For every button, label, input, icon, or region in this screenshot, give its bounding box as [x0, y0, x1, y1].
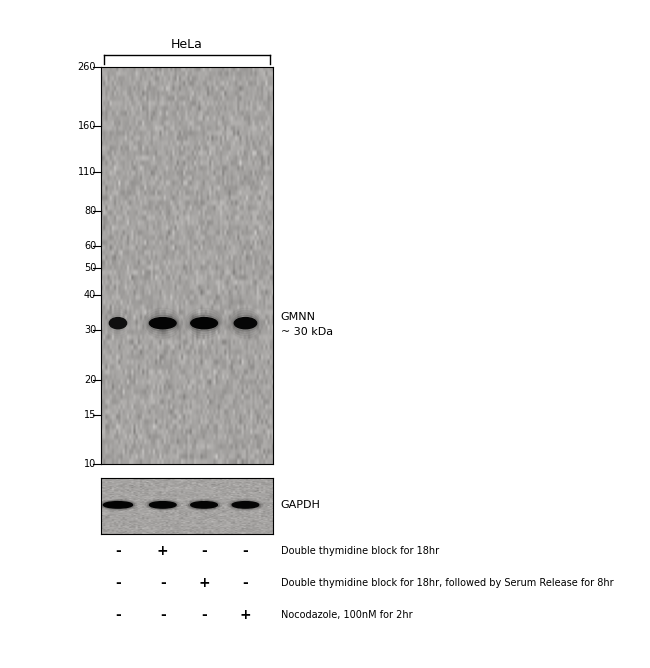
- Text: -: -: [242, 576, 248, 590]
- Ellipse shape: [232, 502, 259, 508]
- Ellipse shape: [99, 500, 137, 510]
- Text: 50: 50: [84, 263, 96, 273]
- Ellipse shape: [101, 500, 135, 509]
- Text: 80: 80: [84, 206, 96, 216]
- Ellipse shape: [150, 317, 176, 329]
- Ellipse shape: [190, 502, 218, 508]
- Ellipse shape: [109, 317, 127, 329]
- Text: -: -: [160, 576, 166, 590]
- Text: Double thymidine block for 18hr, followed by Serum Release for 8hr: Double thymidine block for 18hr, followe…: [281, 578, 614, 588]
- Text: -: -: [115, 544, 121, 558]
- Text: +: +: [157, 544, 168, 558]
- Text: +: +: [240, 609, 252, 622]
- Text: Nocodazole, 100nM for 2hr: Nocodazole, 100nM for 2hr: [281, 611, 413, 620]
- Text: 260: 260: [78, 62, 96, 71]
- Ellipse shape: [227, 500, 263, 510]
- Ellipse shape: [146, 313, 179, 333]
- Text: -: -: [115, 609, 121, 622]
- Text: +: +: [198, 576, 210, 590]
- Text: 60: 60: [84, 240, 96, 250]
- Text: 20: 20: [84, 375, 96, 385]
- Text: GMNN
~ 30 kDa: GMNN ~ 30 kDa: [281, 313, 333, 337]
- Text: GAPDH: GAPDH: [281, 500, 320, 510]
- Ellipse shape: [103, 502, 133, 508]
- Text: 10: 10: [84, 460, 96, 469]
- Text: 40: 40: [84, 290, 96, 300]
- Text: HeLa: HeLa: [171, 39, 203, 51]
- Ellipse shape: [187, 500, 222, 510]
- Ellipse shape: [188, 313, 220, 333]
- Text: 15: 15: [84, 409, 96, 420]
- Ellipse shape: [230, 500, 261, 509]
- Text: -: -: [202, 544, 207, 558]
- Text: -: -: [242, 544, 248, 558]
- Ellipse shape: [145, 500, 181, 510]
- Ellipse shape: [188, 500, 220, 509]
- Ellipse shape: [190, 317, 218, 329]
- Text: 110: 110: [78, 167, 96, 177]
- Text: 30: 30: [84, 325, 96, 335]
- Text: 160: 160: [78, 121, 96, 131]
- Ellipse shape: [148, 315, 177, 331]
- Ellipse shape: [234, 317, 257, 329]
- Ellipse shape: [189, 315, 219, 331]
- Text: -: -: [202, 609, 207, 622]
- Ellipse shape: [148, 500, 178, 509]
- Text: -: -: [115, 576, 121, 590]
- Text: -: -: [160, 609, 166, 622]
- Text: Double thymidine block for 18hr: Double thymidine block for 18hr: [281, 546, 439, 556]
- Ellipse shape: [150, 502, 176, 508]
- Ellipse shape: [233, 315, 258, 331]
